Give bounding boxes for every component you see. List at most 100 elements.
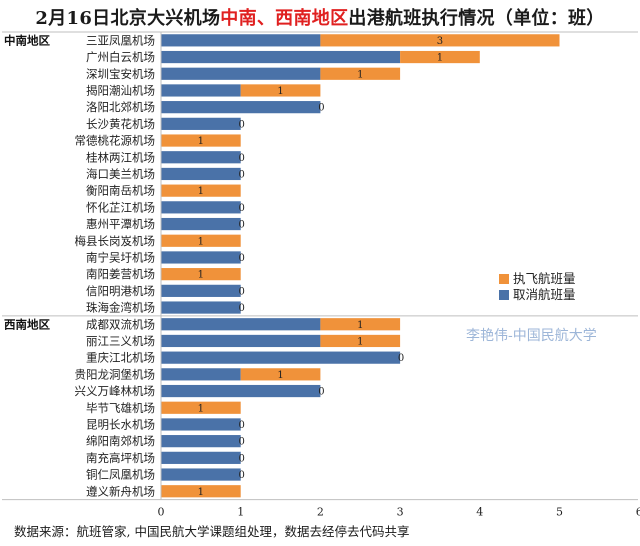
data-label: 1 [198,136,204,147]
data-label: 0 [239,303,245,314]
category-label: 毕节飞雄机场 [86,401,155,415]
bar-cancelled [161,435,241,448]
title-suffix: 出港航班执行情况（单位：班） [348,8,605,29]
x-tick-label: 3 [397,506,404,519]
bar-cancelled [161,468,241,481]
x-tick-label: 0 [158,506,165,519]
bar-executed [161,485,241,498]
title-highlight: 中南、西南地区 [220,8,349,29]
bar-executed [161,184,241,197]
category-label: 南阳姜营机场 [86,267,155,281]
bar-cancelled [161,301,241,314]
bar-cancelled [161,151,241,164]
data-label: 0 [239,253,245,264]
category-label: 兴义万峰林机场 [75,384,156,398]
bar-cancelled [161,368,241,381]
data-label: 1 [357,69,363,80]
bar-cancelled [161,34,321,47]
bar-cancelled [161,251,241,264]
data-label: 1 [198,487,204,498]
category-label: 昆明长水机场 [86,417,155,431]
watermark: 李艳伟-中国民航大学 [466,328,597,344]
category-label: 广州白云机场 [86,50,155,64]
data-label: 0 [239,203,245,214]
category-label: 桂林两江机场 [86,150,155,164]
bar-executed [240,368,321,381]
category-label: 遵义新舟机场 [86,484,155,498]
bar-cancelled [161,284,241,297]
category-label: 成都双流机场 [86,317,155,331]
category-label: 怀化芷江机场 [86,200,155,214]
legend-swatch [499,274,509,284]
bar-cancelled [161,451,241,464]
x-tick-label: 5 [556,506,563,519]
bar-cancelled [161,167,241,181]
bar-cancelled [161,418,241,431]
data-label: 0 [239,286,245,297]
bar-cancelled [161,217,241,231]
bar-executed [400,50,480,64]
region-label: 中南地区 [4,33,50,47]
data-label: 3 [437,36,443,47]
bar-cancelled [161,101,321,114]
data-label: 0 [239,169,245,180]
data-label: 1 [437,53,443,64]
data-label: 0 [318,387,324,398]
x-tick-label: 2 [317,506,324,519]
data-label: 0 [239,420,245,431]
data-label: 0 [239,220,245,231]
data-label: 1 [198,403,204,414]
bar-cancelled [161,318,321,331]
category-label: 贵阳龙洞堡机场 [75,367,156,381]
bar-cancelled [161,117,241,130]
category-label: 丽江三义机场 [86,334,155,348]
bar-cancelled [161,384,321,398]
bar-executed [320,334,401,348]
data-label: 0 [239,437,245,448]
category-label: 南充高坪机场 [86,451,155,465]
data-label: 0 [239,470,245,481]
category-label: 常德桃花源机场 [75,134,156,148]
category-label: 梅县长岗岌机场 [75,234,156,248]
legend-label: 执飞航班量 [513,271,576,286]
bar-cancelled [161,67,321,80]
x-tick-label: 1 [237,506,244,519]
region-label: 西南地区 [4,317,50,331]
category-label: 惠州平潭机场 [86,217,155,231]
bar-executed [161,134,241,147]
category-label: 信阳明港机场 [86,284,155,298]
bar-executed [320,67,401,80]
data-label: 0 [239,153,245,164]
category-label: 长沙黄花机场 [86,117,155,131]
footnote: 数据来源：航班管家, 中国民航大学课题组处理，数据去经停去代码共享 [14,524,410,539]
data-label: 0 [239,119,245,130]
data-label: 1 [357,320,363,331]
x-tick-label: 6 [636,506,640,519]
bar-cancelled [161,201,241,214]
data-label: 1 [198,186,204,197]
category-label: 铜仁凤凰机场 [86,468,155,482]
data-label: 1 [277,86,283,97]
bar-executed [161,401,241,414]
category-label: 深圳宝安机场 [86,67,155,81]
category-label: 揭阳潮汕机场 [86,83,155,97]
x-tick-label: 4 [476,506,483,519]
bar-executed [320,318,401,331]
bar-executed [240,84,321,97]
category-label: 海口美兰机场 [86,167,155,181]
bar-cancelled [161,84,241,97]
bar-cancelled [161,334,321,348]
bar-executed [320,34,560,47]
data-label: 1 [357,336,363,347]
data-label: 1 [198,270,204,281]
category-label: 衡阳南岳机场 [86,184,155,198]
category-label: 三亚凤凰机场 [86,33,155,47]
bar-cancelled [161,351,401,364]
bar-executed [161,268,241,281]
category-label: 重庆江北机场 [86,351,155,365]
category-label: 珠海金湾机场 [86,301,155,315]
title-prefix: 2月16日北京大兴机场 [35,8,221,29]
bar-executed [161,234,241,247]
category-label: 南宁吴圩机场 [86,250,155,264]
